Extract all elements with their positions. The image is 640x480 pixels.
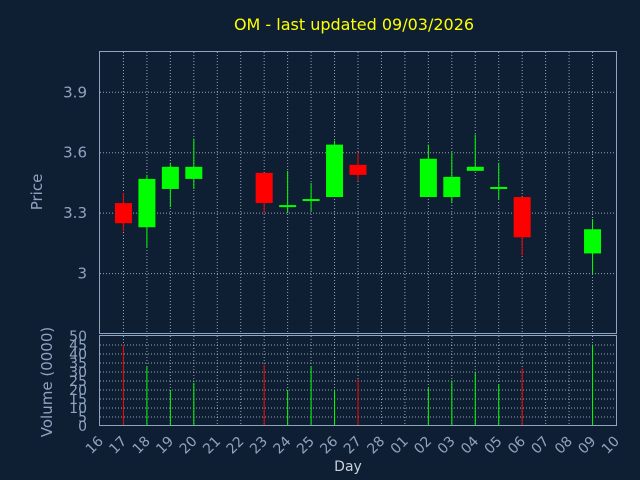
volume-tick-label: 0 — [78, 419, 87, 435]
day-tick-label: 21 — [200, 434, 224, 458]
day-tick-label: 02 — [411, 434, 435, 458]
day-axis-label: Day — [334, 459, 362, 475]
price-grid — [100, 52, 616, 334]
candle-body — [114, 203, 132, 224]
day-tick-label: 25 — [294, 434, 318, 458]
day-tick-label: 26 — [317, 433, 341, 457]
day-tick-label: 01 — [388, 434, 412, 458]
day-tick-label: 23 — [247, 434, 271, 458]
candle-body — [466, 166, 484, 171]
price-axis-label: Price — [28, 174, 46, 211]
candles — [114, 134, 602, 274]
candle-body — [443, 176, 461, 198]
day-tick-label: 28 — [364, 434, 388, 458]
candle-body — [584, 229, 602, 254]
candle-body — [185, 166, 203, 179]
price-tick-label: 3.3 — [63, 204, 87, 222]
volume-tick-label: 40 — [69, 347, 87, 363]
candle-body — [279, 205, 297, 208]
day-tick-label: 22 — [224, 434, 248, 458]
volume-tick-label: 20 — [69, 383, 87, 399]
day-tick-label: 19 — [153, 434, 177, 458]
day-tick-label: 09 — [575, 434, 599, 458]
volume-tick-label: 35 — [69, 356, 87, 372]
volume-tick-label: 30 — [69, 365, 87, 381]
volume-tick-label: 10 — [69, 401, 87, 417]
candle-body — [255, 172, 273, 204]
volume-axis-label: Volume (0000) — [38, 327, 56, 437]
price-plot-frame — [99, 51, 617, 334]
day-tick-label: 04 — [458, 433, 482, 457]
day-tick-label: 03 — [435, 434, 459, 458]
volume-tick-label: 45 — [69, 338, 87, 354]
candle-body — [302, 199, 320, 202]
day-tick-label: 27 — [341, 434, 365, 458]
day-tick-label: 10 — [599, 434, 623, 458]
candle-body — [161, 166, 179, 189]
candle-body — [349, 164, 367, 175]
price-tick-label: 3.6 — [63, 144, 87, 162]
price-axis-ticks: 3 3.3 3.6 3.9 — [63, 83, 87, 282]
day-tick-label: 20 — [177, 434, 201, 458]
day-tick-label: 06 — [505, 433, 529, 457]
volume-bars — [122, 345, 594, 426]
day-tick-label: 16 — [83, 433, 107, 457]
day-tick-label: 17 — [106, 434, 130, 458]
volume-plot-frame — [99, 335, 617, 426]
price-tick-label: 3 — [77, 265, 87, 283]
day-tick-label: 07 — [529, 434, 553, 458]
price-tick-label: 3.9 — [63, 83, 87, 101]
day-tick-label: 24 — [271, 433, 295, 457]
day-tick-label: 05 — [482, 434, 506, 458]
volume-tick-label: 25 — [69, 374, 87, 390]
day-tick-label: 18 — [130, 434, 154, 458]
candle-body — [490, 186, 508, 189]
candle-body — [326, 144, 344, 198]
volume-tick-label: 15 — [69, 392, 87, 408]
candle-body — [419, 158, 437, 198]
day-axis-ticks: 16 17 18 19 20 21 22 23 24 25 26 27 28 01 02 03 04 05 06 07… — [83, 433, 623, 457]
chart-title: OM - last updated 09/03/2026 — [234, 15, 474, 34]
volume-tick-label: 5 — [78, 410, 87, 426]
day-tick-label: 08 — [552, 434, 576, 458]
candle-body — [138, 178, 156, 228]
candle-body — [513, 197, 531, 238]
volume-tick-label: 50 — [69, 329, 87, 345]
